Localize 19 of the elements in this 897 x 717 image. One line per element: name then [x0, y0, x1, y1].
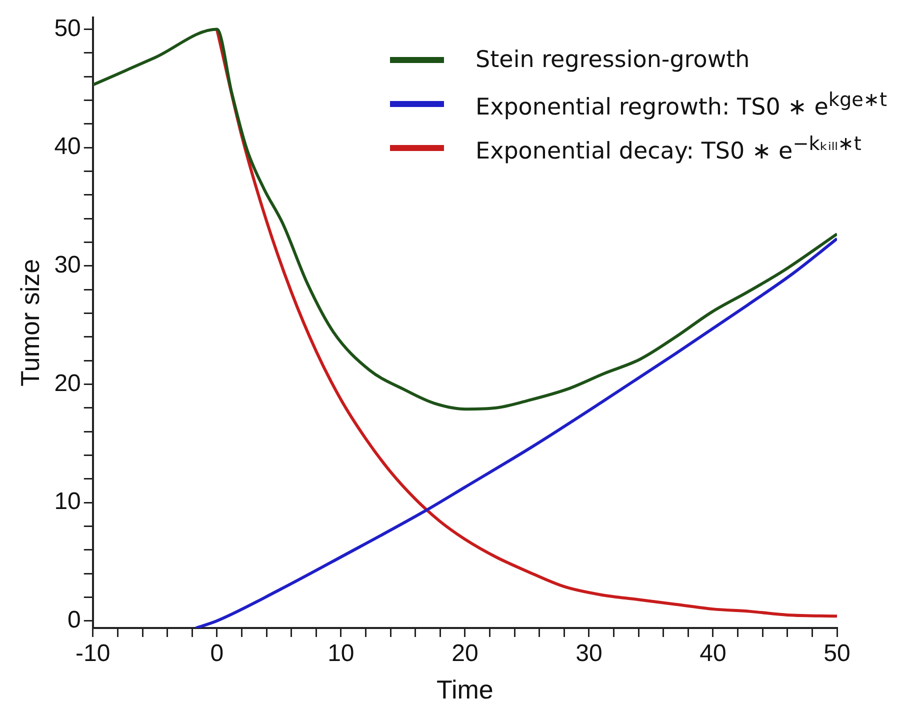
legend-label: Exponential decay: TS0 ∗ e$^{−kₖᵢₗₗ∗t}$ [476, 132, 862, 164]
y-tick-label: 30 [54, 252, 81, 279]
y-axis-title: Tumor size [14, 258, 45, 387]
x-tick-label: 20 [452, 640, 478, 668]
x-tick-label: 40 [700, 640, 726, 668]
y-tick-label: 20 [54, 370, 81, 397]
legend-label: Stein regression-growth [476, 47, 750, 73]
line-series [194, 237, 837, 628]
x-tick-label: 50 [824, 640, 850, 668]
y-tick-label: 50 [54, 14, 81, 42]
y-tick-label: 0 [68, 606, 81, 634]
x-tick-label: 30 [576, 640, 602, 668]
x-tick-label: 10 [328, 640, 354, 668]
x-axis-title: Time [436, 674, 494, 705]
y-tick-label: 10 [54, 488, 81, 516]
x-tick-label: 0 [210, 640, 224, 668]
y-tick-label: 40 [54, 133, 81, 160]
x-tick-label: -10 [76, 640, 110, 668]
legend-label: Exponential regrowth: TS0 ∗ e$^{kge∗t}$ [476, 88, 887, 120]
